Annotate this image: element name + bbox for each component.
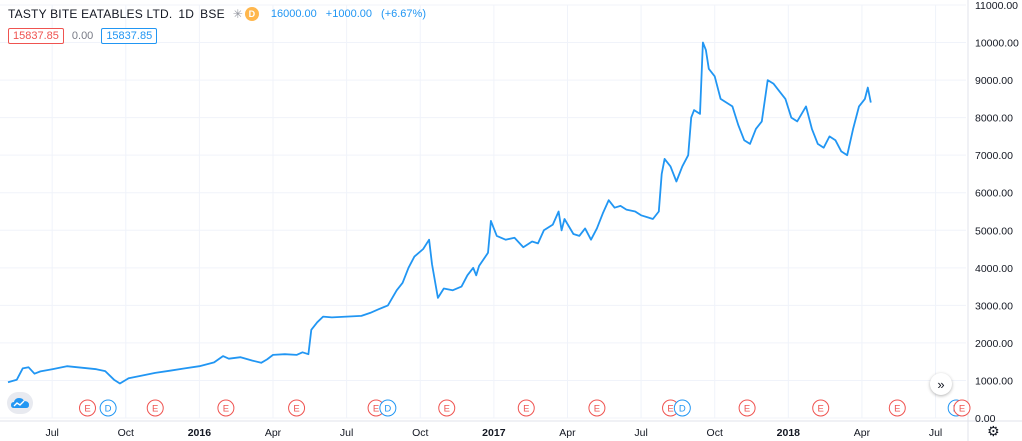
x-tick-label: 2016 bbox=[188, 427, 212, 439]
x-tick-label: Apr bbox=[265, 427, 282, 439]
earnings-marker-label: E bbox=[293, 404, 299, 415]
earnings-marker[interactable] bbox=[79, 399, 97, 417]
exchange-label: BSE bbox=[200, 7, 225, 21]
x-tick-label: Oct bbox=[412, 427, 428, 439]
y-tick-label: 1000.00 bbox=[975, 375, 1013, 387]
earnings-marker-label: E bbox=[223, 404, 229, 415]
earnings-marker[interactable] bbox=[288, 399, 306, 417]
dividend-marker-label: D bbox=[105, 404, 112, 415]
earnings-marker[interactable] bbox=[738, 399, 756, 417]
spread-value: 0.00 bbox=[71, 30, 94, 42]
x-tick-label: 2017 bbox=[482, 427, 506, 439]
snowflake-icon: ✳ bbox=[232, 7, 243, 21]
y-tick-label: 4000.00 bbox=[975, 263, 1013, 275]
earnings-marker[interactable] bbox=[953, 399, 971, 417]
earnings-marker-label: E bbox=[84, 404, 90, 415]
x-tick-label: Apr bbox=[854, 427, 871, 439]
earnings-marker[interactable] bbox=[217, 399, 235, 417]
y-tick-label: 3000.00 bbox=[975, 300, 1013, 312]
y-tick-label: 6000.00 bbox=[975, 188, 1013, 200]
dividend-badge[interactable]: D bbox=[244, 7, 259, 21]
buy-price-box[interactable]: 15837.85 bbox=[101, 28, 158, 44]
earnings-marker-label: E bbox=[744, 404, 750, 415]
earnings-marker-label: E bbox=[818, 404, 824, 415]
x-tick-label: Oct bbox=[118, 427, 134, 439]
price-change-percent: (+6.67%) bbox=[381, 8, 426, 20]
x-tick-label: Jul bbox=[634, 427, 647, 439]
sell-price-box[interactable]: 15837.85 bbox=[8, 28, 64, 44]
earnings-marker[interactable] bbox=[146, 399, 164, 417]
bid-ask-row: 15837.85 0.00 15837.85 bbox=[8, 27, 158, 45]
x-tick-label: Jul bbox=[45, 427, 58, 439]
earnings-marker[interactable] bbox=[438, 399, 456, 417]
y-tick-label: 9000.00 bbox=[975, 75, 1013, 87]
earnings-marker[interactable] bbox=[888, 399, 906, 417]
interval-label[interactable]: 1D bbox=[178, 7, 195, 21]
y-tick-label: 5000.00 bbox=[975, 225, 1013, 237]
earnings-marker[interactable] bbox=[588, 399, 606, 417]
dividend-marker-label: D bbox=[384, 404, 391, 415]
price-change: +1000.00 bbox=[325, 8, 372, 20]
dividend-marker[interactable] bbox=[379, 399, 397, 417]
earnings-marker-label: E bbox=[894, 404, 900, 415]
x-tick-label: Apr bbox=[559, 427, 576, 439]
earnings-marker-label: E bbox=[373, 404, 379, 415]
earnings-marker-label: E bbox=[959, 404, 965, 415]
earnings-marker-label: E bbox=[523, 404, 529, 415]
x-tick-label: 2018 bbox=[777, 427, 801, 439]
scroll-to-realtime-button[interactable]: » bbox=[930, 373, 952, 395]
y-tick-label: 7000.00 bbox=[975, 150, 1013, 162]
cloud-logo-button[interactable] bbox=[7, 392, 33, 414]
y-tick-label: 10000.00 bbox=[975, 38, 1019, 50]
x-tick-label: Oct bbox=[707, 427, 723, 439]
dividend-marker-label: D bbox=[679, 404, 686, 415]
last-price: 16000.00 bbox=[270, 8, 317, 20]
symbol-name[interactable]: TASTY BITE EATABLES LTD. bbox=[8, 7, 173, 21]
earnings-marker-label: E bbox=[667, 404, 673, 415]
x-tick-label: Jul bbox=[340, 427, 353, 439]
ohlc-values: 16000.00 +1000.00 (+6.67%) bbox=[271, 8, 432, 20]
y-tick-label: 0.00 bbox=[975, 413, 996, 425]
earnings-marker[interactable] bbox=[517, 399, 535, 417]
earnings-marker-label: E bbox=[444, 404, 450, 415]
dividend-marker[interactable] bbox=[673, 399, 691, 417]
x-tick-label: Jul bbox=[929, 427, 942, 439]
earnings-marker[interactable] bbox=[812, 399, 830, 417]
cloud-logo-icon bbox=[11, 398, 29, 408]
y-tick-label: 2000.00 bbox=[975, 338, 1013, 350]
earnings-marker-label: E bbox=[152, 404, 158, 415]
dividend-marker[interactable] bbox=[99, 399, 117, 417]
price-line[interactable] bbox=[7, 41, 872, 385]
double-chevron-right-icon: » bbox=[937, 376, 945, 392]
y-tick-label: 8000.00 bbox=[975, 113, 1013, 125]
chart-legend: TASTY BITE EATABLES LTD. 1D BSE ✳ D 1600… bbox=[8, 6, 432, 22]
gear-icon[interactable]: ⚙ bbox=[987, 423, 1000, 439]
y-tick-label: 11000.00 bbox=[975, 0, 1018, 12]
earnings-marker-label: E bbox=[594, 404, 600, 415]
